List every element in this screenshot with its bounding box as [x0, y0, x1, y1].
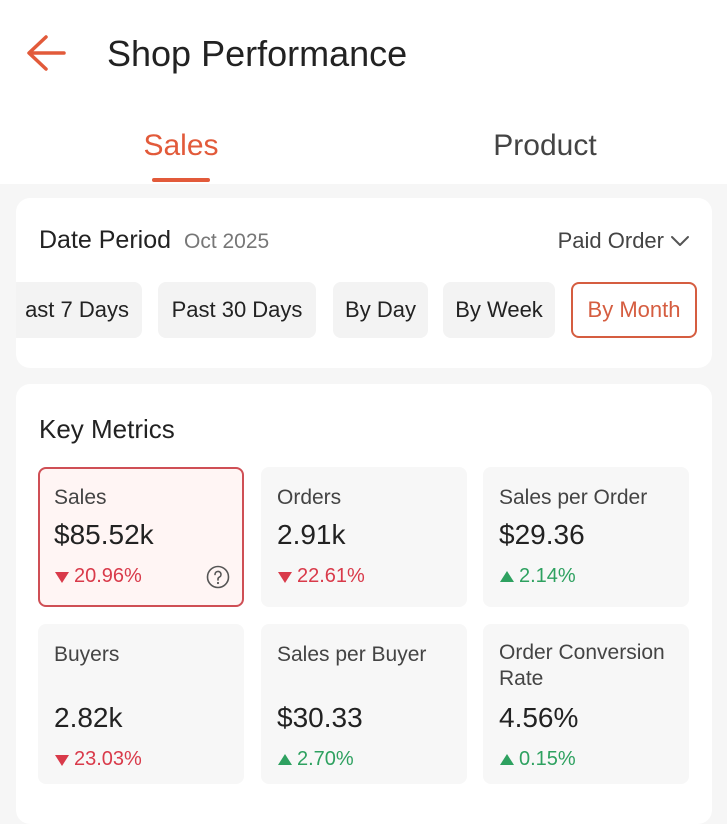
metric-value: 2.82k — [54, 702, 123, 733]
order-type-label: Paid Order — [557, 228, 664, 253]
metric-label: Sales — [54, 486, 107, 509]
back-button[interactable] — [20, 30, 72, 76]
active-tab-indicator — [152, 178, 210, 182]
app-header: Shop Performance — [0, 0, 727, 108]
tab-bar: Sales Product — [0, 108, 727, 184]
metric-label: Order Conversion Rate — [499, 641, 665, 690]
metric-sales-per-buyer[interactable]: Sales per Buyer $30.33 2.70% — [261, 624, 467, 784]
metric-value: 2.91k — [277, 519, 346, 550]
question-circle-icon[interactable] — [206, 565, 230, 589]
metric-change: 0.15% — [499, 748, 576, 771]
period-chip-row: ast 7 Days Past 30 Days By Day By Week B… — [16, 282, 712, 340]
metric-value: $29.36 — [499, 519, 585, 550]
chip-past-30-days[interactable]: Past 30 Days — [158, 282, 316, 338]
chip-by-month[interactable]: By Month — [571, 282, 697, 338]
metric-orders[interactable]: Orders 2.91k 22.61% — [261, 467, 467, 607]
triangle-down-icon — [278, 571, 292, 583]
metric-value: $85.52k — [54, 519, 154, 550]
chip-by-week[interactable]: By Week — [443, 282, 555, 338]
order-type-dropdown[interactable]: Paid Order — [558, 228, 690, 254]
triangle-up-icon — [278, 753, 292, 765]
metric-change: 20.96% — [54, 565, 142, 588]
tab-product[interactable]: Product — [493, 129, 597, 162]
metric-change: 2.14% — [499, 565, 576, 588]
metric-label: Sales per Buyer — [277, 643, 427, 666]
date-period-card: Date Period Oct 2025 Paid Order ast 7 Da… — [16, 198, 712, 368]
triangle-down-icon — [55, 754, 69, 766]
arrow-left-icon — [27, 35, 66, 71]
chip-by-day[interactable]: By Day — [333, 282, 428, 338]
triangle-up-icon — [500, 570, 514, 582]
metric-change: 2.70% — [277, 748, 354, 771]
metric-change: 22.61% — [277, 565, 365, 588]
tab-sales[interactable]: Sales — [143, 129, 219, 162]
page-title: Shop Performance — [107, 33, 408, 74]
key-metrics-title: Key Metrics — [39, 414, 175, 444]
metric-label: Sales per Order — [499, 486, 648, 509]
chip-past-7-days[interactable]: ast 7 Days — [16, 282, 142, 338]
date-period-value: Oct 2025 — [184, 230, 270, 253]
metric-buyers[interactable]: Buyers 2.82k 23.03% — [38, 624, 244, 784]
metric-value: $30.33 — [277, 702, 363, 733]
metric-change: 23.03% — [54, 748, 142, 771]
triangle-up-icon — [500, 753, 514, 765]
key-metrics-card: Key Metrics Sales $85.52k 20.96% Orders … — [16, 384, 712, 824]
chevron-down-icon — [671, 236, 689, 246]
metric-label: Orders — [277, 486, 342, 509]
triangle-down-icon — [55, 571, 69, 583]
metric-sales-per-order[interactable]: Sales per Order $29.36 2.14% — [483, 467, 689, 607]
metric-order-conversion-rate[interactable]: Order Conversion Rate 4.56% 0.15% — [483, 624, 689, 784]
metric-label: Buyers — [54, 643, 120, 666]
metric-value: 4.56% — [499, 702, 579, 733]
date-period-label: Date Period — [39, 226, 172, 254]
metric-sales[interactable]: Sales $85.52k 20.96% — [38, 467, 244, 607]
